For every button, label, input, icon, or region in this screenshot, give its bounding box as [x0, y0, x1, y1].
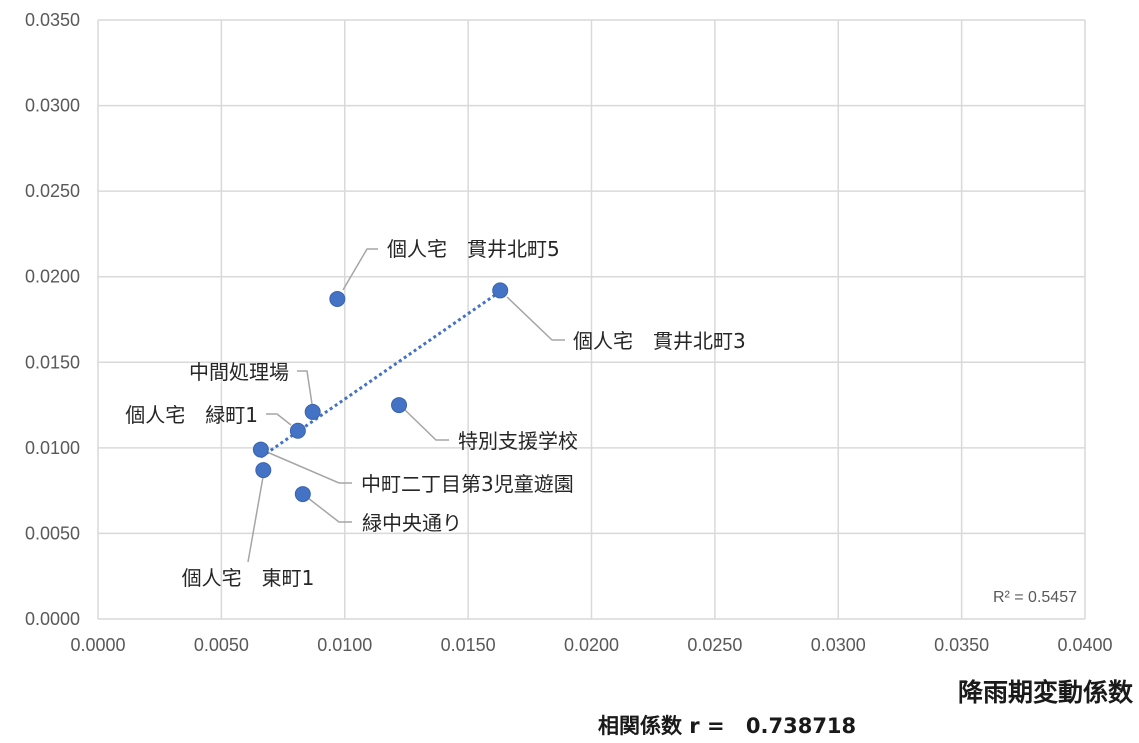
x-tick-label: 0.0150	[441, 635, 496, 655]
x-tick-label: 0.0300	[811, 635, 866, 655]
data-label: 個人宅 緑町1	[125, 403, 258, 427]
data-label: 個人宅 貫井北町5	[387, 237, 560, 261]
data-label: 中町二丁目第3児童遊園	[361, 472, 574, 496]
data-label: 中間処理場	[189, 360, 289, 384]
x-axis-title: 降雨期変動係数	[958, 678, 1134, 707]
leader-line	[247, 476, 264, 563]
data-point	[492, 282, 509, 299]
data-point	[289, 422, 306, 439]
data-label: 個人宅 東町1	[182, 566, 315, 590]
data-point	[255, 462, 272, 479]
correlation-label: 相関係数 r =	[598, 714, 725, 738]
y-tick-label: 0.0350	[25, 10, 80, 30]
data-point	[252, 441, 269, 458]
x-tick-label: 0.0400	[1057, 635, 1112, 655]
data-points	[252, 282, 509, 503]
data-label: 緑中央通り	[362, 511, 462, 535]
leader-line	[342, 248, 378, 291]
y-tick-label: 0.0100	[25, 438, 80, 458]
x-tick-label: 0.0200	[564, 635, 619, 655]
y-tick-label: 0.0200	[25, 267, 80, 287]
x-axis-tick-labels: 0.0000 0.0050 0.0100 0.0150 0.0200 0.0250 0.03…	[70, 635, 1112, 655]
correlation-value: 0.738718	[746, 714, 856, 738]
leader-line	[297, 370, 313, 405]
correlation-line: 相関係数 r = 0.738718	[598, 714, 856, 738]
data-label: 個人宅 貫井北町3	[573, 329, 746, 353]
x-tick-label: 0.0050	[194, 635, 249, 655]
gridlines	[97, 19, 1086, 620]
x-tick-label: 0.0000	[70, 635, 125, 655]
leader-line	[266, 451, 352, 484]
r-squared-label: R² = 0.5457	[993, 589, 1077, 606]
data-point	[329, 290, 346, 307]
y-tick-label: 0.0150	[25, 352, 80, 372]
x-tick-label: 0.0250	[687, 635, 742, 655]
leader-line	[266, 413, 292, 426]
y-tick-label: 0.0050	[25, 523, 80, 543]
x-tick-label: 0.0350	[934, 635, 989, 655]
data-point	[304, 403, 321, 420]
x-tick-label: 0.0100	[317, 635, 372, 655]
y-tick-label: 0.0250	[25, 181, 80, 201]
leader-line	[307, 497, 352, 523]
leader-line	[404, 409, 449, 441]
leader-line	[506, 296, 565, 341]
leader-lines	[247, 248, 565, 563]
data-point	[391, 397, 408, 414]
data-point	[294, 486, 311, 503]
data-label: 特別支援学校	[458, 429, 578, 453]
y-tick-label: 0.0000	[25, 609, 80, 629]
y-axis-tick-labels: 0.0000 0.0050 0.0100 0.0150 0.0200 0.0250 0.03…	[25, 10, 80, 629]
y-tick-label: 0.0300	[25, 96, 80, 116]
